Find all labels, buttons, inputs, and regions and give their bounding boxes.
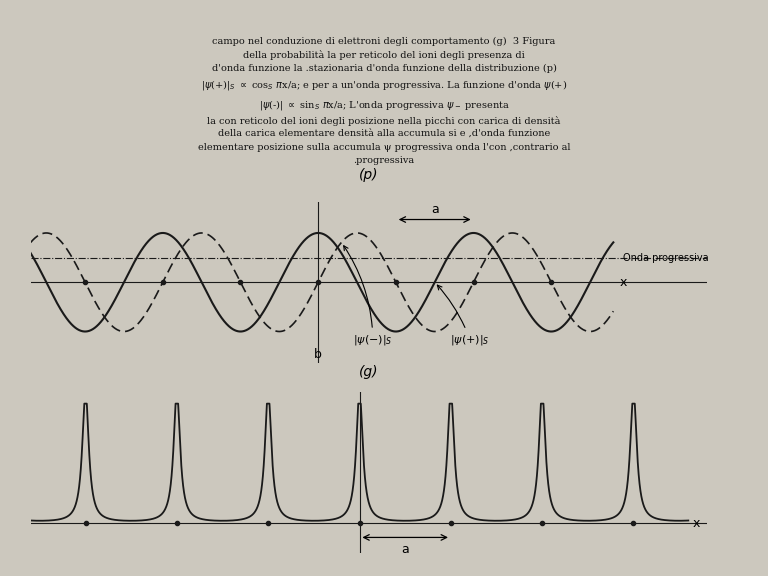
Text: b: b — [314, 348, 322, 361]
Text: (p): (p) — [359, 168, 379, 182]
Text: x: x — [620, 276, 627, 289]
Text: Onda progressiva: Onda progressiva — [623, 253, 708, 263]
Text: $|\psi(-)|_S$: $|\psi(-)|_S$ — [344, 246, 392, 347]
Text: campo nel conduzione di elettroni degli comportamento (g)  3 Figura
della probab: campo nel conduzione di elettroni degli … — [197, 37, 571, 165]
Text: a: a — [431, 203, 439, 216]
Text: $|\psi(+)|_S$: $|\psi(+)|_S$ — [437, 285, 490, 347]
Text: a: a — [402, 543, 409, 556]
Text: (g): (g) — [359, 365, 379, 379]
Text: x: x — [693, 517, 700, 529]
